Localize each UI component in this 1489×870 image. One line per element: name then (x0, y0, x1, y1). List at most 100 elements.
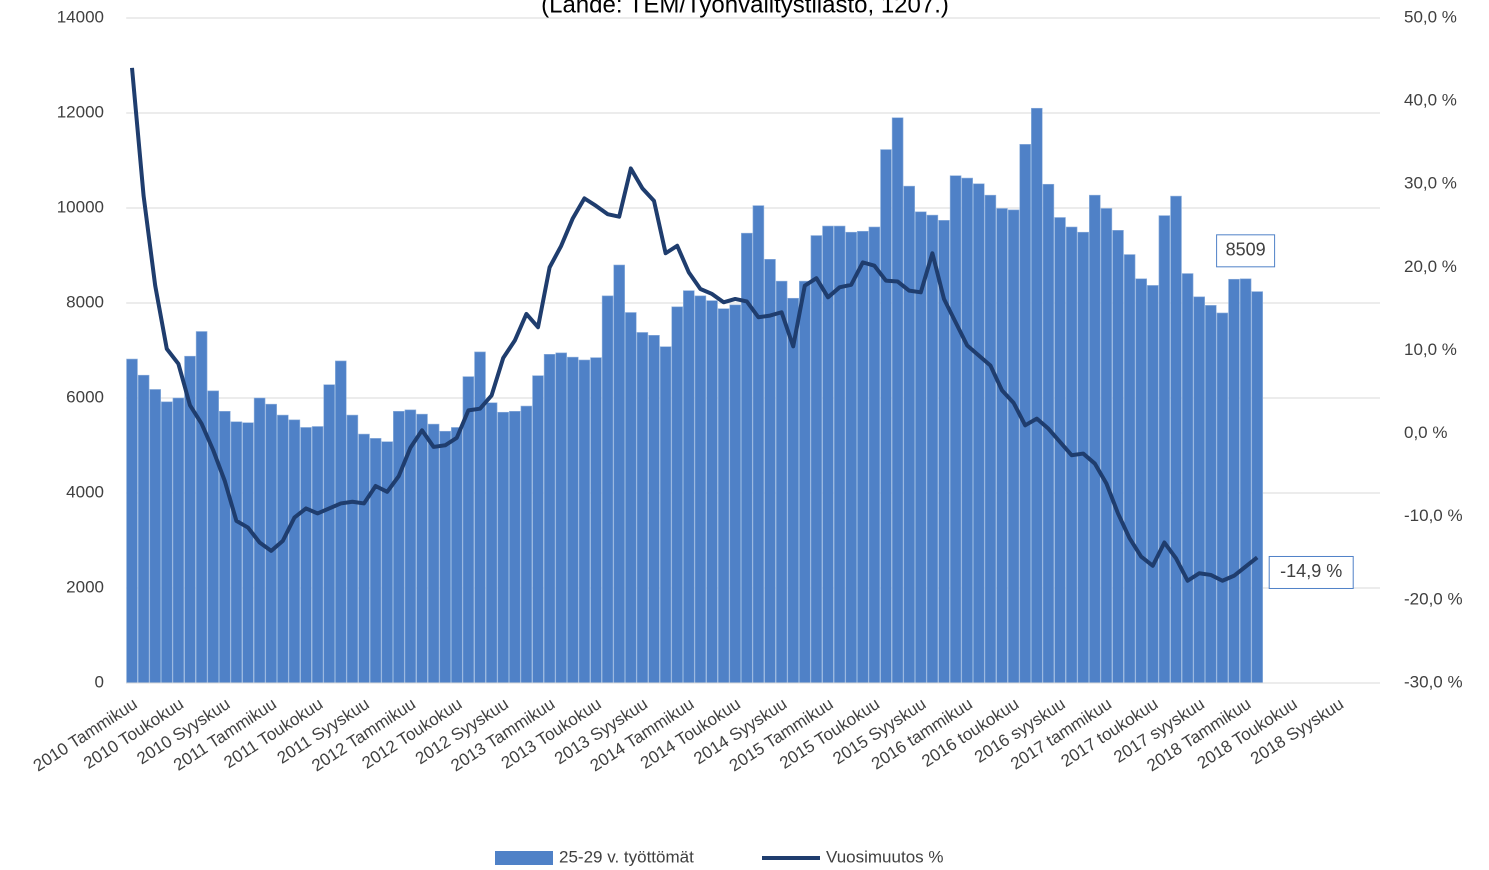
bar (810, 235, 823, 684)
bar (207, 390, 219, 684)
y2-tick-label: -20,0 % (1404, 589, 1463, 608)
legend-swatch (495, 851, 553, 865)
bar (230, 421, 243, 684)
line (130, 67, 1259, 583)
bar (694, 295, 707, 684)
y2-tick-label: -10,0 % (1404, 506, 1463, 525)
y2-tick-label: 50,0 % (1404, 7, 1457, 26)
bar (891, 117, 904, 684)
bar (509, 410, 521, 684)
y-tick-label: 12000 (57, 102, 104, 121)
bar (973, 183, 985, 684)
bar (996, 208, 1008, 684)
y2-tick-label: 10,0 % (1404, 340, 1457, 359)
data-label: 8509 (1226, 240, 1266, 260)
bar (1123, 254, 1136, 684)
bar (729, 304, 741, 684)
bar (497, 411, 509, 684)
bar (311, 426, 324, 684)
legend-label: 25-29 v. työttömät (559, 847, 694, 866)
bar (949, 175, 962, 684)
bar (671, 306, 683, 684)
bar (775, 280, 788, 684)
bar (451, 427, 463, 684)
bar (335, 360, 347, 684)
bar (1100, 208, 1113, 684)
bar (613, 264, 625, 684)
bar (590, 357, 602, 684)
bar (358, 433, 370, 684)
y2-tick-label: 40,0 % (1404, 91, 1457, 110)
bar (1135, 278, 1147, 684)
data-label-box (1268, 555, 1354, 589)
bar (799, 280, 811, 684)
y-tick-label: 4000 (66, 482, 104, 501)
y2-tick-label: 30,0 % (1404, 174, 1457, 193)
bar (126, 358, 138, 684)
bar (1193, 296, 1205, 684)
bar (346, 414, 359, 684)
y-tick-label: 0 (95, 672, 104, 691)
data-label: -14,9 % (1280, 561, 1342, 581)
bar (578, 359, 591, 684)
bar (1031, 107, 1043, 684)
bar (195, 331, 208, 684)
bar (1205, 305, 1217, 684)
bar (242, 422, 254, 684)
bar (926, 214, 939, 684)
bar (137, 374, 150, 684)
bar (1054, 217, 1066, 684)
bar (532, 375, 544, 684)
bar (265, 403, 277, 684)
bar (833, 225, 846, 684)
bar (393, 410, 405, 684)
bar (1147, 285, 1159, 684)
bar (172, 397, 185, 684)
bar (567, 356, 579, 684)
bar (868, 226, 881, 684)
bar (520, 405, 533, 684)
chart-subtitle: (Lähde: TEM/Työnvälitystilasto, 1207.) (541, 0, 949, 18)
bar (149, 389, 161, 684)
bar (1228, 278, 1240, 684)
y2-tick-label: 0,0 % (1404, 423, 1447, 442)
bar (323, 384, 335, 684)
bar (1112, 230, 1124, 684)
bar (369, 438, 382, 684)
y-tick-label: 6000 (66, 387, 104, 406)
bar (277, 414, 289, 684)
bar (984, 194, 997, 684)
bar (161, 401, 173, 684)
bar (845, 231, 857, 684)
bar (659, 346, 672, 684)
bar (1251, 291, 1263, 684)
bar (764, 258, 776, 684)
bar (1007, 209, 1020, 684)
legend: 25-29 v. työttömät Vuosimuutos % (495, 847, 943, 866)
y-tick-label: 10000 (57, 197, 104, 216)
bar (219, 410, 231, 684)
bar (1216, 312, 1229, 684)
y-tick-label: 14000 (57, 7, 104, 26)
bar (601, 295, 614, 684)
bar (903, 185, 915, 684)
bar (381, 441, 393, 684)
y-tick-label: 2000 (66, 577, 104, 596)
bar (625, 312, 637, 684)
legend-label: Vuosimuutos % (826, 847, 943, 866)
bar (1170, 195, 1182, 684)
bar (427, 423, 440, 684)
y-tick-label: 8000 (66, 292, 104, 311)
bar (555, 352, 567, 684)
bar (439, 430, 451, 684)
bar (1181, 273, 1194, 684)
bar (300, 427, 312, 684)
data-label-box (1216, 234, 1276, 268)
bar (880, 149, 892, 684)
bar (683, 290, 695, 684)
bar (636, 332, 649, 684)
bar (706, 300, 718, 684)
bar (416, 413, 428, 684)
bar (857, 230, 869, 684)
